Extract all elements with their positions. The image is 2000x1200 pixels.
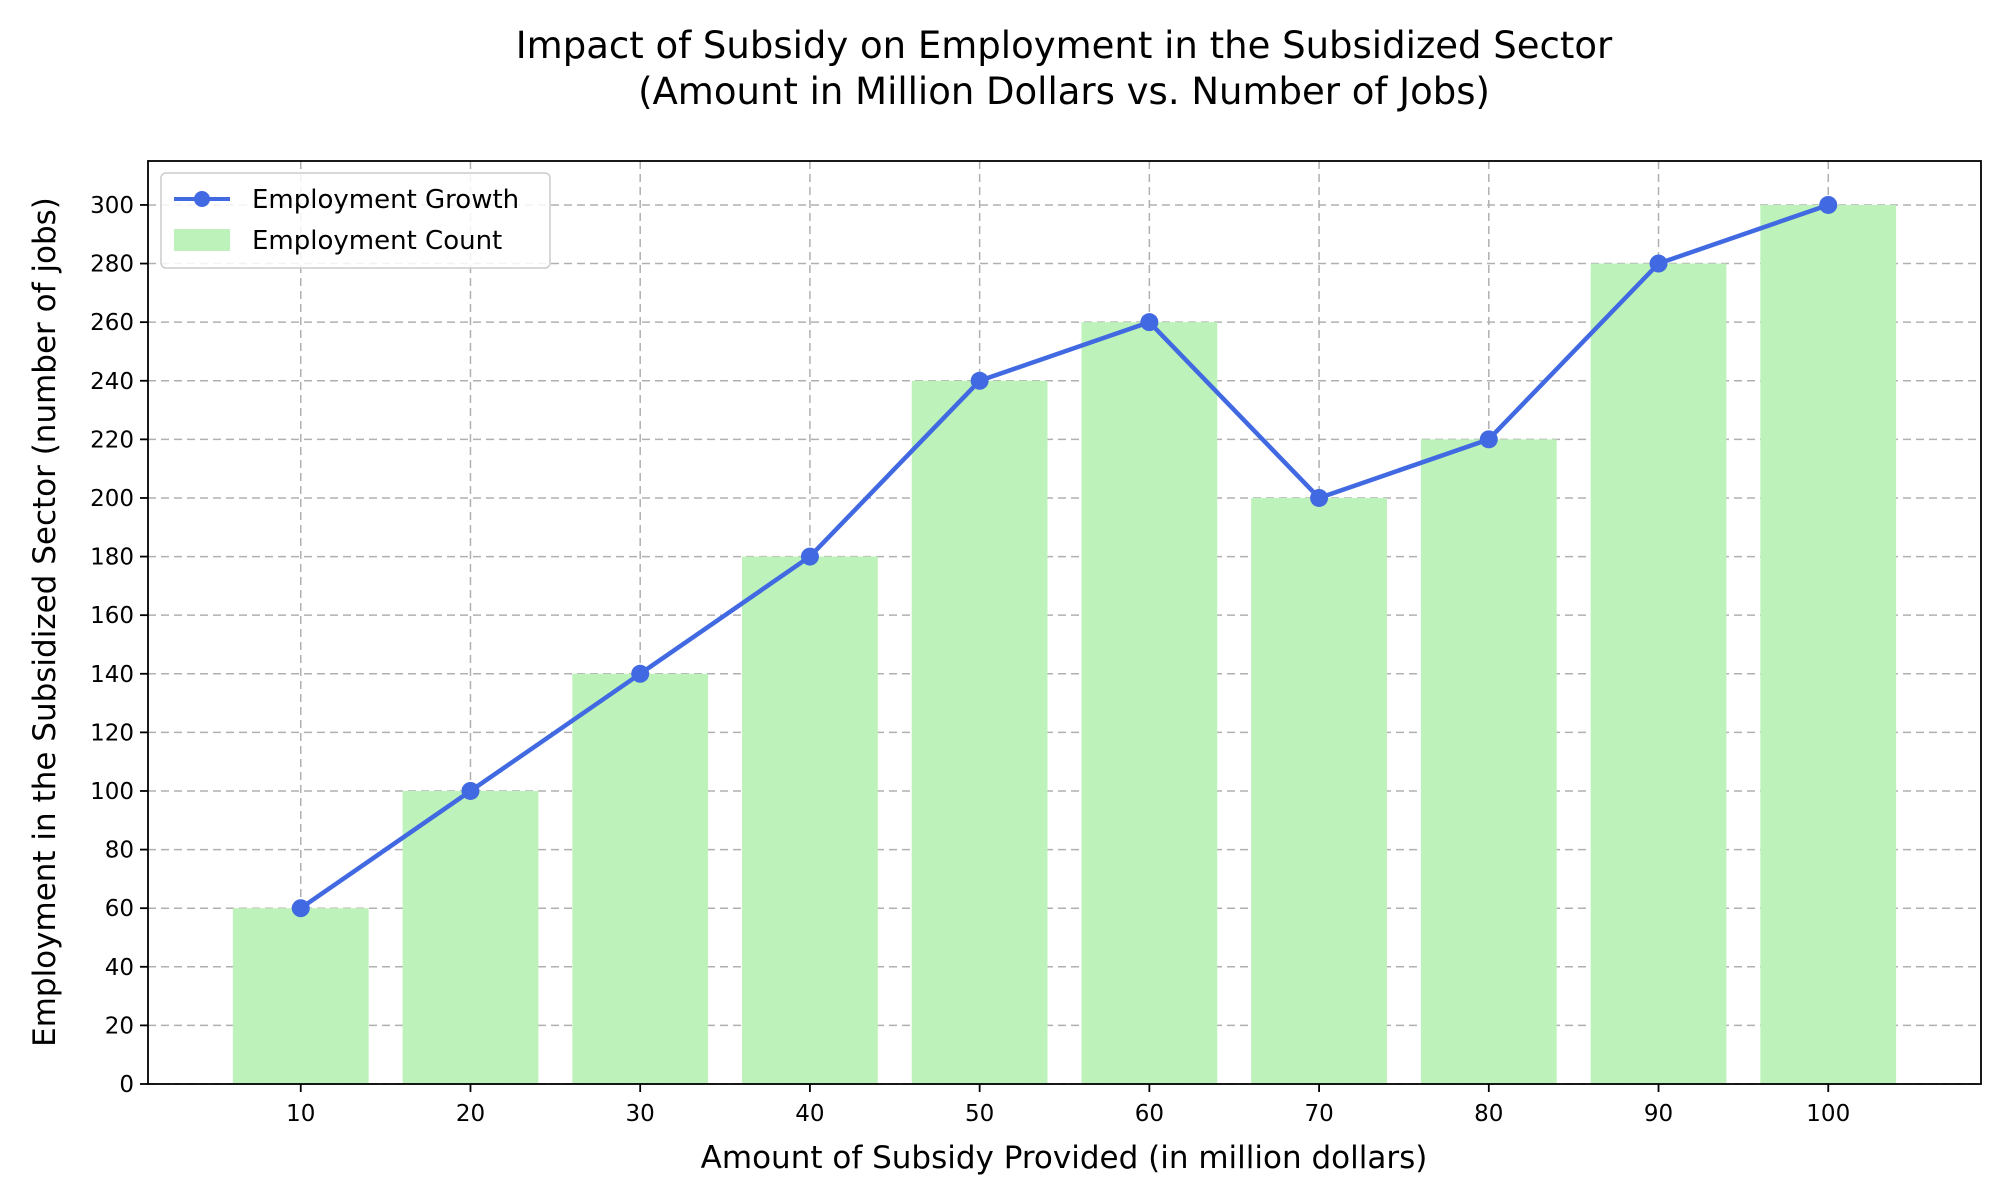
plot-frame [147, 160, 1982, 1085]
point-employment-growth [291, 899, 310, 918]
x-tick-label: 60 [1135, 1101, 1164, 1127]
bar-employment-count [1251, 497, 1387, 1084]
y-tick-label: 80 [105, 838, 134, 864]
line-series [291, 195, 1838, 918]
chart-title-line2: (Amount in Million Dollars vs. Number of… [638, 70, 1490, 113]
x-tick-label: 10 [286, 1101, 315, 1127]
y-axis-ticks: 0 20 40 60 80 100 120 140 160 180 200 220 240 260 280 3… [90, 193, 148, 1098]
bar-employment-count [1760, 204, 1897, 1084]
bar-employment-count [1420, 439, 1557, 1084]
y-tick-label: 300 [90, 193, 134, 219]
bar-employment-count [402, 790, 539, 1084]
bar-employment-count [1081, 322, 1218, 1085]
x-axis-label: Amount of Subsidy Provided (in million d… [701, 1140, 1428, 1176]
x-tick-label: 40 [795, 1101, 824, 1127]
y-tick-label: 60 [105, 896, 134, 922]
y-tick-label: 260 [90, 310, 134, 336]
y-tick-label: 120 [90, 720, 134, 746]
x-tick-label: 80 [1474, 1101, 1503, 1127]
point-employment-growth [1310, 488, 1329, 507]
legend-label-growth: Employment Growth [252, 185, 519, 215]
y-tick-label: 200 [90, 486, 134, 512]
y-tick-label: 100 [90, 779, 134, 805]
y-tick-label: 240 [90, 369, 134, 395]
chart-title-line1: Impact of Subsidy on Employment in the S… [516, 24, 1613, 67]
legend-bar-swatch [174, 229, 230, 251]
y-tick-label: 180 [90, 545, 134, 571]
point-employment-growth [461, 781, 480, 800]
y-axis-label: Employment in the Subsidized Sector (num… [27, 197, 63, 1047]
x-tick-label: 20 [456, 1101, 485, 1127]
point-employment-growth [970, 371, 989, 390]
bar-employment-count [232, 908, 369, 1084]
point-employment-growth [1819, 195, 1838, 214]
x-tick-label: 50 [965, 1101, 994, 1127]
y-tick-label: 220 [90, 427, 134, 453]
point-employment-growth [631, 664, 650, 683]
x-axis-ticks: 10 20 30 40 50 60 70 80 90 100 [286, 1084, 1850, 1127]
bar-employment-count [911, 380, 1048, 1084]
y-tick-label: 40 [105, 955, 134, 981]
x-tick-label: 100 [1806, 1101, 1850, 1127]
point-employment-growth [800, 547, 819, 566]
x-tick-label: 90 [1644, 1101, 1673, 1127]
point-employment-growth [1140, 313, 1159, 332]
y-tick-label: 280 [90, 252, 134, 278]
point-employment-growth [1479, 430, 1498, 449]
legend: Employment Growth Employment Count [160, 172, 551, 269]
line-employment-growth [299, 202, 1829, 911]
legend-box [160, 172, 551, 269]
legend-marker-swatch [194, 191, 210, 207]
bar-employment-count [1590, 263, 1727, 1084]
bar-series [232, 204, 1897, 1085]
legend-label-count: Employment Count [252, 226, 502, 256]
bar-employment-count [572, 673, 709, 1084]
y-tick-label: 20 [105, 1013, 134, 1039]
x-tick-label: 70 [1304, 1101, 1333, 1127]
y-tick-label: 140 [90, 662, 134, 688]
x-tick-label: 30 [626, 1101, 655, 1127]
y-tick-label: 160 [90, 603, 134, 629]
y-tick-label: 0 [119, 1072, 134, 1098]
point-employment-growth [1649, 254, 1668, 273]
bar-employment-count [742, 556, 878, 1084]
